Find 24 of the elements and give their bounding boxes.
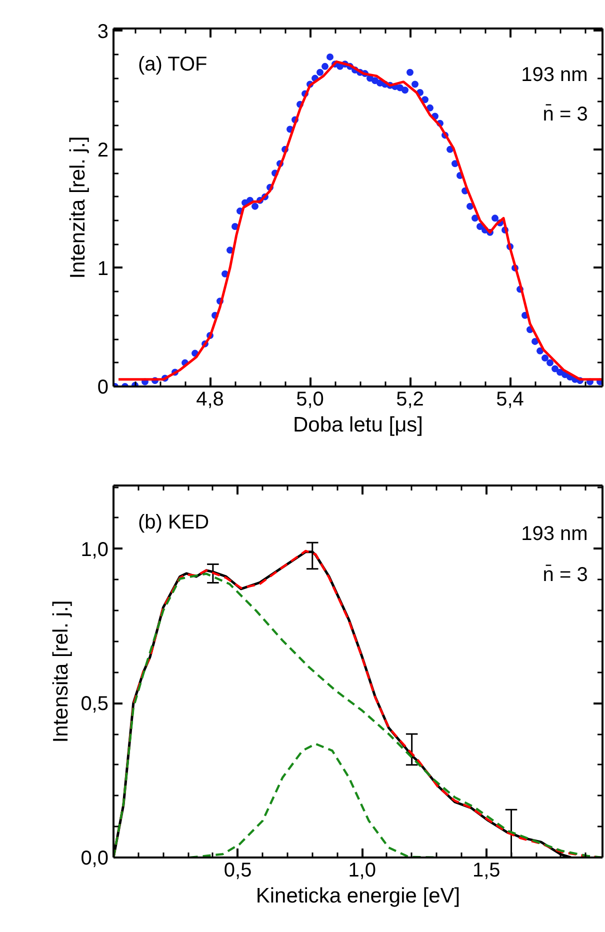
x-tick-label: 5,4: [496, 388, 524, 410]
annotation: 193 nm: [521, 522, 588, 545]
annotation: n̄ = 3: [542, 564, 588, 586]
x-tick-label: 4,8: [196, 388, 224, 410]
x-tick-label: 1,5: [472, 860, 500, 882]
x-axis-title: Doba letu [μs]: [293, 414, 423, 436]
y-tick-label: 3: [97, 20, 108, 43]
y-tick-label: 1,0: [80, 538, 109, 561]
annotation: 193 nm: [521, 64, 588, 86]
x-tick-label: 1,0: [348, 860, 376, 882]
x-tick-label: 5,0: [296, 388, 324, 410]
annotation: (a) TOF: [138, 53, 208, 76]
y-tick-label: 0,5: [80, 693, 109, 716]
y-tick-label: 2: [97, 139, 108, 162]
y-tick-label: 0: [97, 376, 108, 398]
annotation: n̄ = 3: [542, 103, 588, 126]
y-tick-label: 0,0: [80, 848, 109, 870]
y-axis-title: Intenzita [rel. j.]: [66, 136, 90, 279]
x-axis-title: Kineticka energie [eV]: [256, 884, 460, 908]
annotation: (b) KED: [138, 512, 210, 534]
x-tick-label: 0,5: [224, 860, 252, 882]
x-tick-label: 5,2: [396, 388, 424, 410]
y-tick-label: 1: [97, 258, 108, 280]
y-axis-title: Intensita [rel. j.]: [50, 600, 73, 743]
